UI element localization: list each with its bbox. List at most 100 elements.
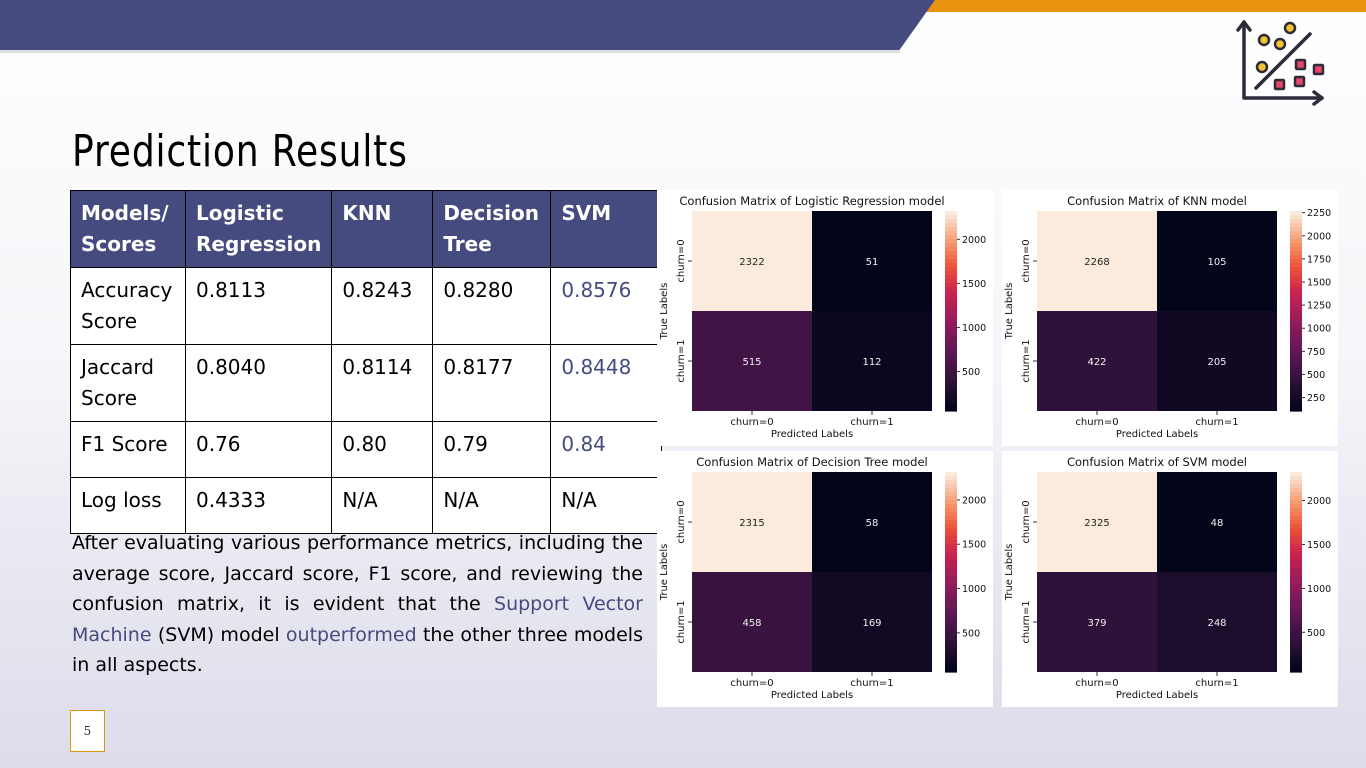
colorbar-segment: [945, 395, 957, 400]
x-tick-label: churn=1: [850, 417, 893, 428]
chart-title: Confusion Matrix of KNN model: [1067, 194, 1247, 208]
colorbar-segment: [1290, 315, 1302, 320]
colorbar-segment: [945, 568, 957, 573]
x-tick-label: churn=0: [1075, 417, 1118, 428]
colorbar-segment: [1290, 339, 1302, 344]
table-row: Jaccard Score 0.8040 0.8114 0.8177 0.844…: [71, 345, 662, 422]
x-tick-label: churn=0: [730, 417, 773, 428]
colorbar-segment: [945, 383, 957, 388]
cell-value-label: 458: [742, 618, 761, 629]
colorbar-segment: [945, 363, 957, 368]
colorbar-segment: [945, 287, 957, 292]
colorbar-tick-label: 1500: [962, 540, 986, 551]
confusion-matrix-logistic-regression: Confusion Matrix of Logistic Regression …: [657, 190, 993, 446]
x-axis-label: Predicted Labels: [771, 429, 853, 440]
colorbar-segment: [945, 371, 957, 376]
colorbar-segment: [1290, 656, 1302, 661]
row-label: F1 Score: [71, 422, 186, 478]
colorbar-segment: [1290, 548, 1302, 553]
colorbar-segment: [1290, 407, 1302, 412]
colorbar-segment: [1290, 387, 1302, 392]
colorbar-segment: [1290, 492, 1302, 497]
cell-value: N/A: [551, 478, 662, 534]
cell-value-label: 105: [1207, 257, 1226, 268]
confusion-matrix-decision-tree: Confusion Matrix of Decision Tree model 2…: [657, 451, 993, 707]
colorbar-segment: [1290, 512, 1302, 517]
y-tick-label: churn=0: [1021, 239, 1032, 282]
colorbar-segment: [1290, 632, 1302, 637]
colorbar-segment: [1290, 532, 1302, 537]
colorbar-tick-label: 500: [1307, 628, 1325, 639]
colorbar-segment: [945, 303, 957, 308]
colorbar-segment: [945, 556, 957, 561]
colorbar-segment: [945, 540, 957, 545]
y-axis-label: True Labels: [659, 283, 670, 341]
cell-value: 0.76: [186, 422, 332, 478]
cell-value-label: 2315: [739, 518, 764, 529]
colorbar-segment: [1290, 484, 1302, 489]
cell-value-best: 0.8576: [551, 268, 662, 345]
colorbar-segment: [1290, 331, 1302, 336]
cell-value-label: 48: [1211, 518, 1224, 529]
colorbar-segment: [1290, 516, 1302, 521]
x-tick-label: churn=0: [730, 678, 773, 689]
colorbar-segment: [1290, 580, 1302, 585]
colorbar-segment: [1290, 231, 1302, 236]
cell-value: 0.8114: [332, 345, 433, 422]
colorbar-segment: [945, 560, 957, 565]
colorbar-segment: [1290, 664, 1302, 669]
colorbar-segment: [1290, 395, 1302, 400]
colorbar-tick-label: 750: [1307, 347, 1325, 358]
colorbar-segment: [945, 375, 957, 380]
cell-value: 0.8243: [332, 268, 433, 345]
colorbar-segment: [945, 612, 957, 617]
confusion-matrix-svm: Confusion Matrix of SVM model 2325 48 379 24…: [1002, 451, 1338, 707]
colorbar-segment: [1290, 259, 1302, 264]
colorbar-segment: [1290, 472, 1302, 477]
y-axis-label: True Labels: [659, 544, 670, 602]
colorbar-segment: [945, 516, 957, 521]
cell-value-label: 379: [1087, 618, 1106, 629]
cell-value-label: 422: [1087, 357, 1106, 368]
page-title: Prediction Results: [72, 126, 408, 177]
colorbar-tick-label: 250: [1307, 393, 1325, 404]
table-row: Accuracy Score 0.8113 0.8243 0.8280 0.85…: [71, 268, 662, 345]
colorbar-segment: [1290, 612, 1302, 617]
colorbar-segment: [1290, 403, 1302, 408]
colorbar-segment: [1290, 351, 1302, 356]
colorbar-tick-label: 1000: [1307, 584, 1331, 595]
colorbar-segment: [945, 323, 957, 328]
colorbar-tick-label: 500: [962, 628, 980, 639]
colorbar-segment: [945, 480, 957, 485]
colorbar-tick-label: 1000: [962, 323, 986, 334]
colorbar-segment: [945, 263, 957, 268]
colorbar-segment: [1290, 251, 1302, 256]
colorbar-segment: [945, 572, 957, 577]
x-tick-label: churn=1: [1195, 678, 1238, 689]
colorbar-segment: [945, 544, 957, 549]
colorbar-tick-label: 2000: [962, 235, 986, 246]
colorbar-segment: [1290, 379, 1302, 384]
colorbar-segment: [945, 496, 957, 501]
colorbar-segment: [1290, 648, 1302, 653]
colorbar-segment: [1290, 283, 1302, 288]
colorbar-segment: [1290, 399, 1302, 404]
table-row: Log loss 0.4333 N/A N/A N/A: [71, 478, 662, 534]
y-tick-label: churn=1: [1021, 339, 1032, 382]
colorbar-segment: [1290, 327, 1302, 332]
colorbar-segment: [945, 604, 957, 609]
cell-value-label: 515: [742, 357, 761, 368]
colorbar-segment: [1290, 239, 1302, 244]
colorbar-segment: [1290, 311, 1302, 316]
colorbar-tick-label: 2250: [1307, 208, 1331, 219]
colorbar-segment: [1290, 223, 1302, 228]
colorbar-segment: [945, 247, 957, 252]
x-axis-label: Predicted Labels: [1116, 690, 1198, 701]
colorbar-segment: [945, 632, 957, 637]
colorbar-segment: [1290, 307, 1302, 312]
y-axis-label: True Labels: [1004, 544, 1015, 602]
x-tick-label: churn=0: [1075, 678, 1118, 689]
colorbar-segment: [1290, 504, 1302, 509]
colorbar-segment: [1290, 211, 1302, 216]
colorbar-segment: [1290, 640, 1302, 645]
